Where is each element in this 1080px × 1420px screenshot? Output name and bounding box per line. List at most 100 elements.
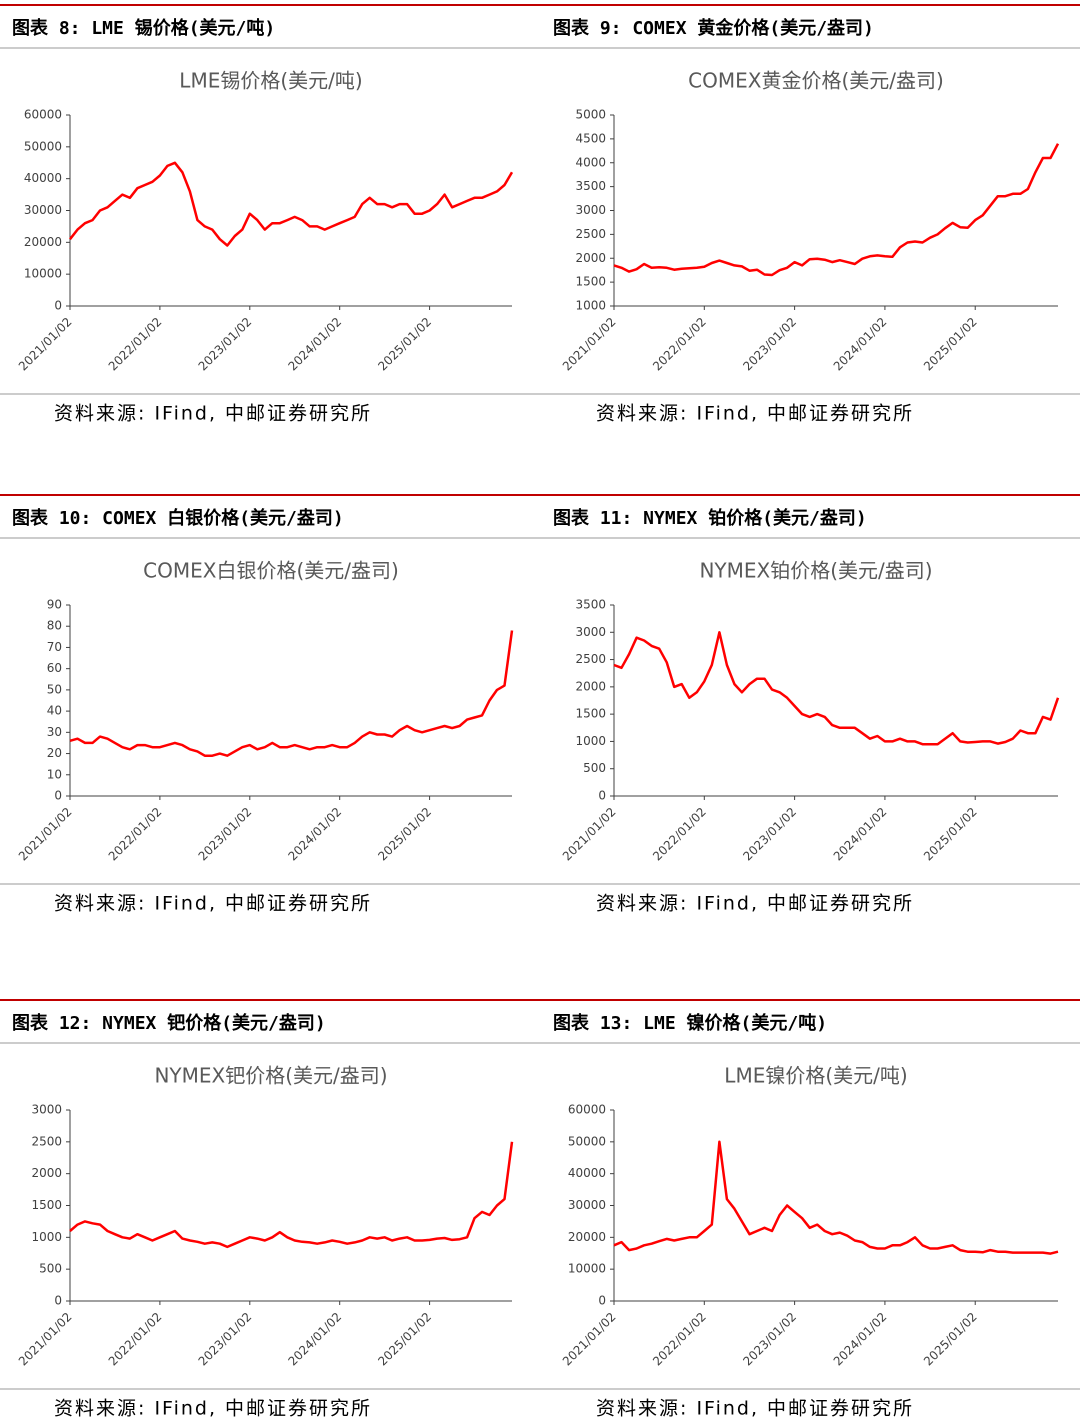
y-tick-label: 10 bbox=[47, 767, 62, 781]
x-tick-label: 2022/01/02 bbox=[650, 1310, 709, 1369]
y-tick-label: 1000 bbox=[31, 1230, 62, 1244]
x-tick-label: 2022/01/02 bbox=[106, 315, 165, 374]
chart-title: COMEX白银价格(美元/盎司) bbox=[143, 559, 399, 583]
y-tick-label: 1500 bbox=[575, 275, 606, 289]
price-line bbox=[613, 1140, 1059, 1255]
x-tick-label: 2022/01/02 bbox=[106, 805, 165, 864]
y-tick-label: 10000 bbox=[568, 1262, 606, 1276]
chart-title: NYMEX钯价格(美元/盎司) bbox=[154, 1064, 387, 1088]
x-tick-label: 2025/01/02 bbox=[921, 805, 980, 864]
source-note: 资料来源: IFind, 中邮证券研究所 bbox=[596, 893, 914, 915]
y-tick-label: 1000 bbox=[575, 734, 606, 748]
y-tick-label: 20000 bbox=[24, 235, 62, 249]
y-tick-label: 2000 bbox=[31, 1166, 62, 1180]
x-tick-label: 2025/01/02 bbox=[375, 315, 434, 374]
y-tick-label: 500 bbox=[39, 1262, 62, 1276]
y-tick-label: 90 bbox=[47, 598, 62, 612]
section-heading: 图表 8: LME 锡价格(美元/吨) bbox=[12, 17, 275, 39]
y-tick-label: 20 bbox=[47, 746, 62, 760]
section-heading: 图表 9: COMEX 黄金价格(美元/盎司) bbox=[553, 17, 874, 39]
x-tick-label: 2024/01/02 bbox=[831, 805, 890, 864]
x-tick-label: 2021/01/02 bbox=[16, 805, 75, 864]
y-tick-label: 60000 bbox=[568, 1103, 606, 1117]
y-tick-label: 50000 bbox=[24, 139, 62, 153]
section-heading: 图表 12: NYMEX 钯价格(美元/盎司) bbox=[12, 1012, 326, 1034]
x-tick-label: 2022/01/02 bbox=[650, 315, 709, 374]
y-tick-label: 500 bbox=[583, 761, 606, 775]
y-tick-label: 2500 bbox=[575, 227, 606, 241]
y-tick-label: 2500 bbox=[575, 652, 606, 666]
y-tick-label: 1500 bbox=[31, 1198, 62, 1212]
x-tick-label: 2021/01/02 bbox=[560, 315, 619, 374]
y-tick-label: 0 bbox=[598, 789, 606, 803]
x-tick-label: 2022/01/02 bbox=[106, 1310, 165, 1369]
y-tick-label: 40000 bbox=[24, 171, 62, 185]
y-tick-label: 3000 bbox=[575, 203, 606, 217]
x-tick-label: 2021/01/02 bbox=[560, 805, 619, 864]
y-tick-label: 4000 bbox=[575, 155, 606, 169]
price-line bbox=[69, 161, 514, 247]
price-line bbox=[613, 143, 1060, 277]
section-heading: 图表 10: COMEX 白银价格(美元/盎司) bbox=[12, 507, 344, 529]
y-tick-label: 2000 bbox=[575, 679, 606, 693]
y-tick-label: 40000 bbox=[568, 1166, 606, 1180]
x-tick-label: 2025/01/02 bbox=[921, 315, 980, 374]
y-tick-label: 4500 bbox=[575, 131, 606, 145]
y-tick-label: 20000 bbox=[568, 1230, 606, 1244]
source-note: 资料来源: IFind, 中邮证券研究所 bbox=[596, 403, 914, 425]
y-tick-label: 30000 bbox=[568, 1198, 606, 1212]
y-tick-label: 3500 bbox=[575, 598, 606, 612]
chart-title: LME锡价格(美元/吨) bbox=[179, 69, 362, 93]
y-tick-label: 1000 bbox=[575, 299, 606, 313]
x-tick-label: 2024/01/02 bbox=[285, 805, 344, 864]
x-tick-label: 2025/01/02 bbox=[375, 805, 434, 864]
x-tick-label: 2022/01/02 bbox=[650, 805, 709, 864]
y-tick-label: 0 bbox=[54, 789, 62, 803]
x-tick-label: 2023/01/02 bbox=[196, 315, 255, 374]
y-tick-label: 3000 bbox=[575, 625, 606, 639]
y-tick-label: 60 bbox=[47, 661, 62, 675]
y-tick-label: 0 bbox=[54, 1294, 62, 1308]
y-tick-label: 50 bbox=[47, 682, 62, 696]
chart-title: COMEX黄金价格(美元/盎司) bbox=[688, 69, 944, 93]
y-tick-label: 3500 bbox=[575, 179, 606, 193]
y-tick-label: 30 bbox=[47, 725, 62, 739]
source-note: 资料来源: IFind, 中邮证券研究所 bbox=[54, 403, 372, 425]
y-tick-label: 0 bbox=[598, 1294, 606, 1308]
x-tick-label: 2024/01/02 bbox=[285, 1310, 344, 1369]
source-note: 资料来源: IFind, 中邮证券研究所 bbox=[596, 1398, 914, 1420]
y-tick-label: 2500 bbox=[31, 1134, 62, 1148]
x-tick-label: 2025/01/02 bbox=[921, 1310, 980, 1369]
chart-title: NYMEX铂价格(美元/盎司) bbox=[699, 559, 932, 583]
x-tick-label: 2023/01/02 bbox=[740, 805, 799, 864]
y-tick-label: 70 bbox=[47, 640, 62, 654]
price-line bbox=[69, 630, 514, 757]
price-line bbox=[69, 1141, 514, 1249]
y-tick-label: 5000 bbox=[575, 108, 606, 122]
y-tick-label: 80 bbox=[47, 619, 62, 633]
y-tick-label: 60000 bbox=[24, 108, 62, 122]
y-tick-label: 3000 bbox=[31, 1103, 62, 1117]
y-tick-label: 2000 bbox=[575, 251, 606, 265]
y-tick-label: 1500 bbox=[575, 707, 606, 721]
x-tick-label: 2023/01/02 bbox=[740, 1310, 799, 1369]
x-tick-label: 2024/01/02 bbox=[831, 315, 890, 374]
chart-title: LME镍价格(美元/吨) bbox=[724, 1064, 907, 1088]
source-note: 资料来源: IFind, 中邮证券研究所 bbox=[54, 1398, 372, 1420]
y-tick-label: 10000 bbox=[24, 267, 62, 281]
x-tick-label: 2023/01/02 bbox=[196, 1310, 255, 1369]
x-tick-label: 2021/01/02 bbox=[560, 1310, 619, 1369]
section-heading: 图表 13: LME 镍价格(美元/吨) bbox=[553, 1012, 827, 1034]
y-tick-label: 50000 bbox=[568, 1134, 606, 1148]
x-tick-label: 2021/01/02 bbox=[16, 1310, 75, 1369]
x-tick-label: 2023/01/02 bbox=[740, 315, 799, 374]
y-tick-label: 40 bbox=[47, 704, 62, 718]
x-tick-label: 2024/01/02 bbox=[285, 315, 344, 374]
x-tick-label: 2023/01/02 bbox=[196, 805, 255, 864]
x-tick-label: 2025/01/02 bbox=[375, 1310, 434, 1369]
y-tick-label: 30000 bbox=[24, 203, 62, 217]
price-line bbox=[613, 631, 1060, 746]
section-heading: 图表 11: NYMEX 铂价格(美元/盎司) bbox=[553, 507, 867, 529]
x-tick-label: 2024/01/02 bbox=[831, 1310, 890, 1369]
